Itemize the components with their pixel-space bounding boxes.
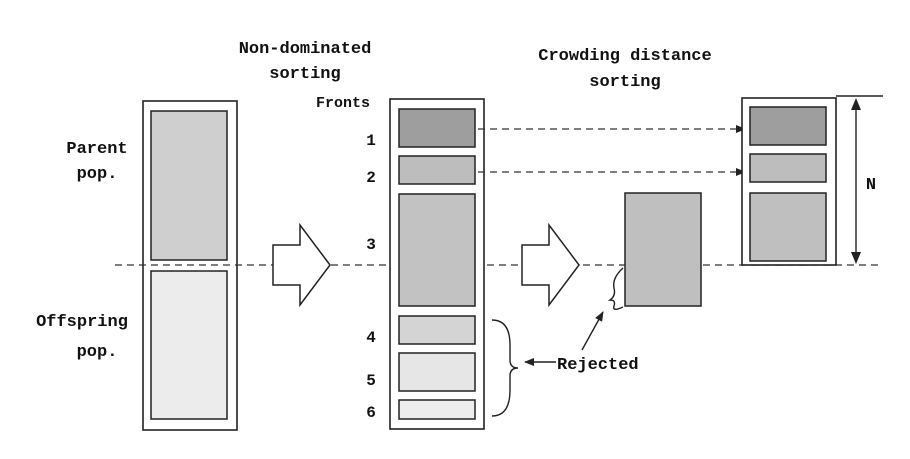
cut-brace	[607, 267, 624, 310]
new-pop-front-1-box	[749, 106, 827, 146]
hollow-arrow-icon	[272, 222, 331, 308]
fronts-label: Fronts	[316, 95, 370, 112]
offspring-label-line2: pop.	[77, 343, 118, 362]
rejected-brace	[491, 319, 519, 417]
front-number-6: 6	[366, 404, 376, 422]
offspring-population-box	[150, 270, 228, 420]
offspring-label-line1: Offspring	[36, 313, 128, 332]
front-number-5: 5	[366, 372, 376, 390]
hollow-arrow-icon	[521, 222, 580, 308]
n-label: N	[866, 176, 876, 195]
parent-label-line2: pop.	[77, 165, 118, 184]
new-pop-partial-front-box	[749, 192, 827, 262]
new-pop-front-2-box	[749, 153, 827, 183]
front-number-2: 2	[366, 169, 376, 187]
rejected-label: Rejected	[557, 356, 639, 375]
crowding-heading-line1: Crowding distance	[538, 47, 711, 66]
front-number-3: 3	[366, 236, 376, 254]
nondominated-heading-line2: sorting	[269, 65, 340, 84]
cut-pointer-arrow	[581, 311, 604, 351]
front-2-box	[398, 155, 476, 185]
parent-label-line1: Parent	[66, 140, 127, 159]
nondominated-heading-line1: Non-dominated	[239, 40, 372, 59]
front-3-box	[398, 193, 476, 307]
front-number-1: 1	[366, 132, 376, 150]
front-6-box	[398, 399, 476, 420]
front-5-box	[398, 352, 476, 392]
parent-population-box	[150, 110, 228, 261]
front-4-box	[398, 315, 476, 345]
crowding-sorted-front-box	[624, 192, 702, 307]
n-up-arrowhead-icon	[851, 98, 861, 110]
front-number-4: 4	[366, 329, 376, 347]
crowding-heading-line2: sorting	[589, 73, 660, 92]
front-1-box	[398, 108, 476, 148]
n-down-arrowhead-icon	[851, 252, 861, 264]
